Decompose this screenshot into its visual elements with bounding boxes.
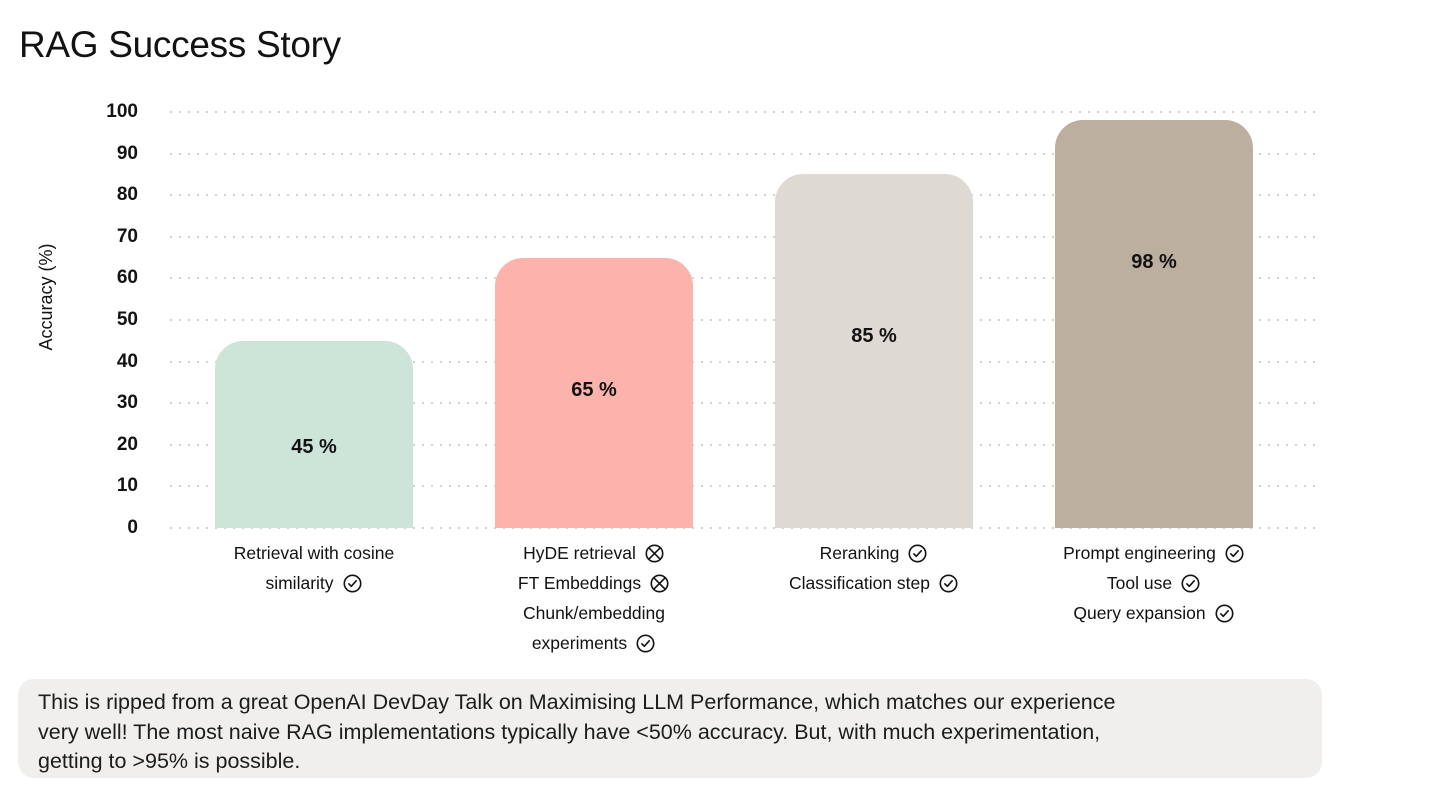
category-label-text: FT Embeddings (517, 572, 642, 593)
y-axis-label: Accuracy (%) (36, 243, 56, 351)
y-tick-label: 10 (116, 475, 138, 497)
x-circle-icon (650, 573, 669, 593)
category-label-line: Classification step (724, 568, 1024, 598)
footer-text-line: getting to >95% is possible. (38, 749, 301, 773)
category-label-line: Retrieval with cosine (164, 538, 464, 568)
y-tick-label: 50 (116, 309, 138, 330)
y-tick-label: 0 (127, 517, 138, 538)
category-label-line: Tool use (1004, 568, 1304, 598)
check-circle-icon (939, 573, 958, 593)
gridline (170, 319, 1318, 321)
category-label-line: Chunk/embedding (444, 598, 744, 628)
gridline (170, 443, 1318, 446)
footer-text-line: very well! The most naive RAG implementa… (38, 719, 1101, 744)
footer-note: This is ripped from a great OpenAI DevDa… (18, 679, 1322, 778)
category-label-block: Retrieval with cosine similarity (164, 538, 464, 598)
page-title: RAG Success Story (19, 24, 341, 65)
category-label-line: Query expansion (1004, 598, 1304, 628)
bar-chart: Accuracy (%) 0 10 20 30 40 50 60 70 80 90 100 45 %… (36, 101, 1318, 658)
bar-value-label: 65 % (571, 378, 617, 401)
category-label-text: Retrieval with cosine (233, 542, 395, 563)
category-label-line: similarity (164, 568, 464, 598)
gridline (170, 194, 1318, 197)
category-label-text: Chunk/embedding (522, 602, 666, 623)
x-circle-icon (645, 543, 664, 563)
category-label-text: Query expansion (1073, 602, 1206, 623)
y-tick-label: 30 (116, 392, 138, 414)
gridline (170, 527, 1318, 529)
bar: 65 % (495, 257, 693, 528)
category-label-line: FT Embeddings (444, 568, 744, 598)
gridline (170, 152, 1318, 155)
gridline (170, 111, 1318, 113)
y-tick-label: 90 (116, 142, 138, 164)
gridline (170, 402, 1318, 405)
y-tick-label: 20 (116, 433, 138, 455)
category-label-block: Prompt engineering Tool use Query expansio… (1004, 538, 1304, 628)
category-label-text: HyDE retrieval (523, 542, 636, 563)
category-label-text: Prompt engineering (1063, 542, 1216, 563)
gridline (170, 235, 1318, 238)
y-tick-label: 80 (116, 184, 138, 206)
y-tick-label: 60 (116, 267, 138, 289)
y-tick-label: 100 (106, 101, 138, 122)
category-label-text: similarity (265, 572, 334, 593)
check-circle-icon (343, 573, 362, 593)
category-label-line: experiments (444, 628, 744, 658)
bar: 85 % (775, 174, 973, 528)
category-label-text: Tool use (1106, 572, 1173, 593)
category-label-line: Prompt engineering (1004, 538, 1304, 568)
bar-value-label: 98 % (1131, 251, 1177, 274)
bar-value-label: 85 % (851, 325, 897, 348)
check-circle-icon (636, 633, 655, 653)
gridline (170, 277, 1318, 280)
check-circle-icon (1215, 603, 1234, 623)
check-circle-icon (908, 543, 927, 563)
y-tick-label: 70 (116, 225, 138, 247)
check-circle-icon (1181, 573, 1200, 593)
check-circle-icon (1225, 543, 1244, 563)
bar: 98 % (1055, 120, 1253, 528)
category-label-block: Reranking Classification step (724, 538, 1024, 598)
gridline (170, 360, 1318, 363)
gridline (170, 485, 1318, 488)
y-tick-label: 40 (116, 350, 138, 372)
bar-value-label: 45 % (291, 435, 337, 458)
category-label-text: experiments (531, 632, 628, 653)
category-label-text: Classification step (788, 572, 931, 593)
category-label-line: Reranking (724, 538, 1024, 568)
category-label-block: HyDE retrieval FT Embeddings Chunk/embeddi… (444, 538, 744, 658)
footer-text-line: This is ripped from a great OpenAI DevDa… (38, 690, 1116, 714)
category-label-line: HyDE retrieval (444, 538, 744, 568)
bar: 45 % (215, 340, 413, 528)
category-label-text: Reranking (819, 542, 900, 563)
